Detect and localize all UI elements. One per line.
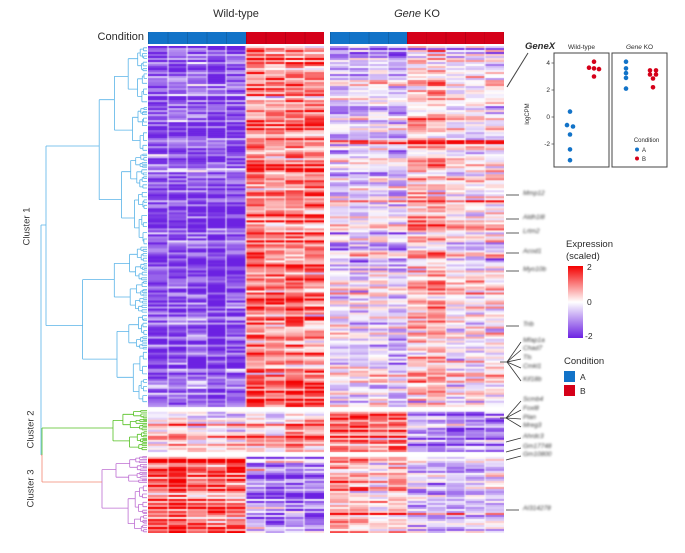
scatter-point-a [567,109,573,114]
condition-a-label: A [580,372,586,382]
gene-ko-italic-part: Gene [394,8,421,20]
condition-bar-wt-b [245,32,324,44]
scatter-point-a [623,86,629,91]
cluster-3-label: Cluster 3 [25,469,37,508]
condition-b-swatch [564,385,575,396]
inset-panel-wild-type-border [553,52,610,168]
genex-callout-line [506,52,529,88]
condition-bar-wt-a [148,32,246,44]
gene-label-connectors [500,194,522,511]
scatter-point-b [591,59,597,64]
inset-legend-dot-b [635,156,639,161]
scatter-point-b [591,74,597,79]
gene-label: AI314278 [523,505,551,512]
scatter-point-b [596,66,602,72]
inset-points-and-ticks: 4 2 0 -2 [544,59,659,163]
scatter-point-a [567,147,573,152]
inset-y-axis-label: logCPM [525,103,531,124]
expression-legend-title-line1: Expression [566,239,613,250]
inset-legend-title: Condition [634,138,659,144]
scatter-point-b [647,68,653,73]
gene-label: Myo10b [523,266,547,273]
expression-gradient-bar [568,266,583,338]
scatter-point-b [591,66,597,71]
gene-label: Chad7 [523,345,543,352]
expression-tick-neg2: -2 [585,331,593,341]
scatter-point-b [650,85,656,90]
scatter-point-b [650,76,656,81]
genotype-header-gene-ko: Gene KO [330,8,504,20]
gene-label: Lrtm2 [523,228,540,235]
gene-label: Gm17748 [523,443,552,450]
gene-label: Ahrdc3 [523,433,544,440]
gene-label: Tls [523,354,532,361]
scatter-point-b [653,68,659,73]
expression-tick-0: 0 [587,297,592,307]
inset-legend-label-a: A [642,148,646,154]
scatter-point-a [623,66,629,71]
condition-a-swatch [564,371,575,382]
scatter-point-a [623,59,629,64]
condition-bar-ko-b [407,32,504,44]
scatter-point-a [567,132,573,137]
cluster-2-label: Cluster 2 [25,410,37,449]
inset-title-genex: GeneX [525,41,556,52]
gene-label: Foxl8 [523,405,539,412]
scatter-point-a [564,122,570,128]
inset-panel-gene-ko-border [611,52,668,168]
gene-label: Gm10800 [523,451,552,458]
inset-ytick: 4 [546,60,550,67]
genex-inset-plot: GeneX 4 2 0 -2 Wild-type Gene KO logCPM Con… [525,41,668,168]
condition-row-label: Condition [97,31,144,43]
scatter-point-a [570,124,576,129]
gene-label: Trib [523,321,534,328]
gene-label: Mfap1a [523,337,545,344]
gene-label: Acod1 [523,248,542,255]
scatter-point-b [647,72,653,77]
condition-bar-ko-a [330,32,408,44]
scatter-point-b [586,65,592,70]
gene-label: Cmkl1 [523,363,542,370]
scatter-point-a [567,157,573,163]
inset-legend-label-b: B [642,157,646,163]
inset-legend-dot-a [635,147,639,152]
row-dendrogram [40,47,147,533]
gene-label: Kif18b [523,376,542,383]
expression-legend-title-line2: (scaled) [566,251,600,262]
scatter-point-a [623,70,629,76]
gene-ko-suffix: KO [420,8,440,20]
inset-panel-title-gene-ko: Gene KO [626,44,653,51]
gene-label: Mreg3 [523,422,542,429]
gene-label: Scmb4 [523,396,544,403]
cluster-1-label: Cluster 1 [21,207,33,246]
inset-panel-title-wild-type: Wild-type [568,44,595,51]
inset-ytick: -2 [544,141,550,148]
heatmap-wild-type-canvas [148,46,324,533]
genotype-header-wild-type: Wild-type [213,8,259,20]
condition-b-label: B [580,386,586,396]
scatter-point-b [653,72,659,77]
expression-tick-2: 2 [587,262,592,272]
condition-legend-title: Condition [564,356,605,367]
gene-label: Mmp12 [523,190,545,197]
inset-ytick: 0 [546,114,550,121]
gene-label: Plan [523,414,537,421]
heatmap-gene-ko-canvas [330,46,504,533]
gene-label: Aldh1l8 [523,214,545,221]
scatter-point-a [623,75,629,81]
inset-ytick: 2 [546,87,550,94]
